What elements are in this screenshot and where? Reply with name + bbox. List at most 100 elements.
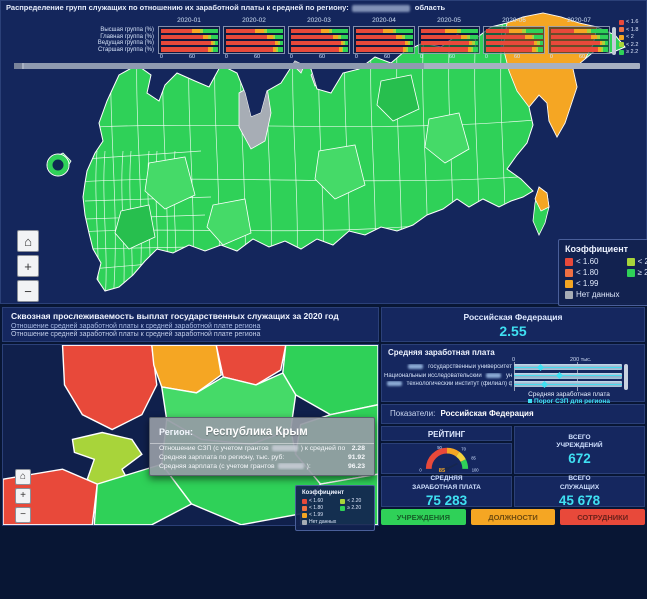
bar-segment xyxy=(356,40,406,46)
month-label: 2020-02 xyxy=(242,17,266,24)
legend-swatch xyxy=(565,279,573,288)
mini-map-home-button[interactable]: ⌂ xyxy=(15,469,31,485)
stacked-bar xyxy=(551,40,608,46)
month-label: 2020-05 xyxy=(437,17,461,24)
bar-segment xyxy=(161,34,204,40)
redacted-text xyxy=(408,364,424,369)
svg-text:85: 85 xyxy=(471,456,476,461)
bar-segment xyxy=(444,28,458,34)
bar-segment xyxy=(408,47,413,52)
legend-swatch xyxy=(302,512,307,518)
month-plot[interactable] xyxy=(353,26,415,54)
legend-item: < 1.6 xyxy=(619,19,638,25)
month-panel: 2020-03 0 60 xyxy=(288,17,350,62)
legend-swatch xyxy=(302,505,307,511)
bar-segment xyxy=(226,34,268,40)
stacked-bar xyxy=(551,34,608,40)
employees-button[interactable]: СОТРУДНИКИ xyxy=(560,509,646,525)
scrollbar-left-arrow[interactable] xyxy=(14,63,22,69)
cluster-marker[interactable] xyxy=(46,153,70,177)
bar-segment xyxy=(470,34,478,40)
month-axis: 0 60 xyxy=(289,54,326,60)
bar-segment xyxy=(291,28,321,34)
bar-segment xyxy=(469,40,473,46)
legend-swatch xyxy=(565,268,573,277)
salary-scrollbar[interactable] xyxy=(624,364,628,390)
legend-swatch xyxy=(340,498,346,504)
rating-gauge: 0 50 70 85 100 85 xyxy=(381,443,512,474)
group-labels: Высшая группа (%) Главная группа (%) Ведущ… xyxy=(0,27,154,53)
bar-segment xyxy=(406,47,409,52)
positions-button[interactable]: ДОЛЖНОСТИ xyxy=(470,509,556,525)
bar-segment xyxy=(537,47,543,52)
map-home-button[interactable]: ⌂ xyxy=(17,230,39,252)
stat-total-employees: ВСЕГО СЛУЖАЩИХ 45 678 xyxy=(514,475,645,508)
stacked-bar xyxy=(161,47,218,52)
stacked-bar xyxy=(291,47,348,52)
legend-item: ≥ 2.20 xyxy=(340,505,361,511)
bar-segment xyxy=(226,28,255,34)
svg-text:100: 100 xyxy=(471,467,479,472)
ratio-link-1[interactable]: Отношение средней заработной платы к сре… xyxy=(11,323,261,330)
legend-item: < 2 xyxy=(619,34,638,40)
legend-item: < 1.80 xyxy=(302,505,336,511)
salary-axis-tick-0: 0 xyxy=(512,357,516,363)
legend-column: < 2.20 ≥ 2.20 xyxy=(626,257,647,301)
action-buttons: УЧРЕЖДЕНИЯ ДОЛЖНОСТИ СОТРУДНИКИ xyxy=(381,509,646,525)
stacked-bar xyxy=(486,34,543,40)
tooltip-row: Средняя зарплата (с учетом грантов): 96.2… xyxy=(159,463,365,470)
bar-segment xyxy=(486,34,526,40)
month-plot[interactable] xyxy=(418,26,480,54)
mini-map-zoom-out-button[interactable]: − xyxy=(15,507,31,523)
stacked-bar xyxy=(161,34,218,40)
bar-segment xyxy=(320,28,330,34)
month-plot[interactable] xyxy=(223,26,285,54)
bar-segment xyxy=(467,47,472,52)
bar-segment xyxy=(210,34,218,40)
redacted-region-name xyxy=(351,4,410,12)
bar-segment xyxy=(602,47,608,52)
month-label: 2020-03 xyxy=(307,17,331,24)
bar-segment xyxy=(486,47,533,52)
stacked-bar xyxy=(226,34,283,40)
salary-row-labels: государственный университет Национальный … xyxy=(384,364,512,390)
month-label: 2020-06 xyxy=(502,17,526,24)
month-panels: 2020-01 0 60 2020-02 0 60 2020-03 0 60 2020-04 0 60… xyxy=(158,17,610,62)
month-label: 2020-07 xyxy=(567,17,591,24)
horizontal-scrollbar[interactable] xyxy=(14,63,640,69)
salary-bar-plot[interactable] xyxy=(514,362,622,391)
month-plot[interactable] xyxy=(288,26,350,54)
month-plot[interactable] xyxy=(483,26,545,54)
bar-segment xyxy=(338,47,342,52)
salary-bar xyxy=(514,372,622,380)
bar-segment xyxy=(263,28,268,34)
russia-map[interactable] xyxy=(1,1,647,305)
bar-segment xyxy=(329,28,333,34)
bar-segment xyxy=(161,47,209,52)
map-zoom-in-button[interactable]: + xyxy=(17,255,39,277)
mini-map-zoom-in-button[interactable]: + xyxy=(15,488,31,504)
institutions-button[interactable]: УЧРЕЖДЕНИЯ xyxy=(381,509,466,525)
bar-segment xyxy=(226,47,273,52)
bar-segment xyxy=(161,40,211,46)
map-zoom-out-button[interactable]: − xyxy=(17,280,39,302)
bar-segment xyxy=(396,34,403,40)
tooltip-value: 96.23 xyxy=(347,463,365,470)
stacked-bar xyxy=(551,28,608,34)
bar-segment xyxy=(574,28,587,34)
legend-item: ≥ 2.20 xyxy=(626,268,647,277)
charts-vertical-scrollbar[interactable] xyxy=(612,27,616,55)
bar-segment xyxy=(208,34,211,40)
legend-item: < 2.20 xyxy=(340,498,361,504)
region-tooltip: Регион: Республика Крым Отношение СЗП (с… xyxy=(149,417,375,476)
indicator-label: Показатели: xyxy=(390,409,436,418)
bar-segment xyxy=(534,34,543,40)
bar-segment xyxy=(203,34,209,40)
month-plot[interactable] xyxy=(548,26,610,54)
month-plot[interactable] xyxy=(158,26,220,54)
bar-segment xyxy=(396,28,413,34)
scrollbar-thumb[interactable] xyxy=(24,63,424,69)
stacked-bar xyxy=(226,47,283,52)
stacked-bar xyxy=(291,28,348,34)
